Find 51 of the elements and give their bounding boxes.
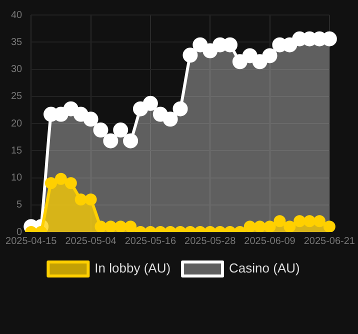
point bbox=[103, 133, 118, 148]
point bbox=[114, 220, 127, 232]
y-tick-label: 10 bbox=[11, 172, 23, 184]
point bbox=[182, 48, 198, 63]
point bbox=[74, 193, 87, 206]
point bbox=[124, 220, 137, 232]
point bbox=[244, 220, 256, 232]
point bbox=[84, 193, 97, 206]
point bbox=[264, 220, 276, 232]
x-tick-label: 2025-05-04 bbox=[65, 236, 117, 247]
point bbox=[252, 54, 268, 70]
point bbox=[323, 220, 336, 232]
point bbox=[284, 220, 296, 232]
point bbox=[142, 96, 158, 111]
y-tick-label: 40 bbox=[11, 10, 23, 21]
y-tick-label: 30 bbox=[11, 64, 23, 75]
point bbox=[113, 122, 128, 138]
point bbox=[83, 112, 98, 127]
point bbox=[172, 101, 188, 116]
point bbox=[94, 220, 107, 232]
point bbox=[93, 122, 108, 138]
y-tick-label: 35 bbox=[11, 36, 23, 48]
point bbox=[123, 133, 138, 148]
point bbox=[242, 48, 258, 64]
x-tick-label: 2025-06-21 bbox=[304, 236, 356, 247]
y-tick-label: 15 bbox=[11, 145, 23, 156]
x-tick-label: 2025-05-28 bbox=[184, 236, 236, 247]
x-tick-label: 2025-05-16 bbox=[124, 236, 176, 247]
point bbox=[202, 43, 218, 58]
point bbox=[133, 101, 148, 116]
y-tick-label: 0 bbox=[16, 226, 23, 238]
point bbox=[262, 48, 278, 64]
legend-label: In lobby (AU) bbox=[94, 260, 171, 276]
point bbox=[54, 172, 67, 185]
legend-label: Casino (AU) bbox=[229, 260, 300, 276]
y-tick-label: 25 bbox=[11, 91, 23, 102]
point bbox=[274, 215, 286, 228]
point bbox=[232, 54, 248, 70]
point bbox=[162, 112, 178, 127]
point bbox=[104, 220, 117, 232]
y-tick-label: 20 bbox=[11, 118, 23, 130]
point bbox=[45, 177, 58, 190]
point bbox=[254, 220, 266, 232]
point bbox=[294, 215, 306, 228]
y-tick-label: 5 bbox=[16, 200, 23, 211]
point bbox=[192, 37, 208, 52]
x-tick-label: 2025-04-15 bbox=[6, 236, 58, 247]
point bbox=[64, 177, 77, 190]
point bbox=[304, 215, 316, 228]
x-tick-label: 2025-06-09 bbox=[244, 236, 296, 247]
point bbox=[313, 215, 326, 228]
